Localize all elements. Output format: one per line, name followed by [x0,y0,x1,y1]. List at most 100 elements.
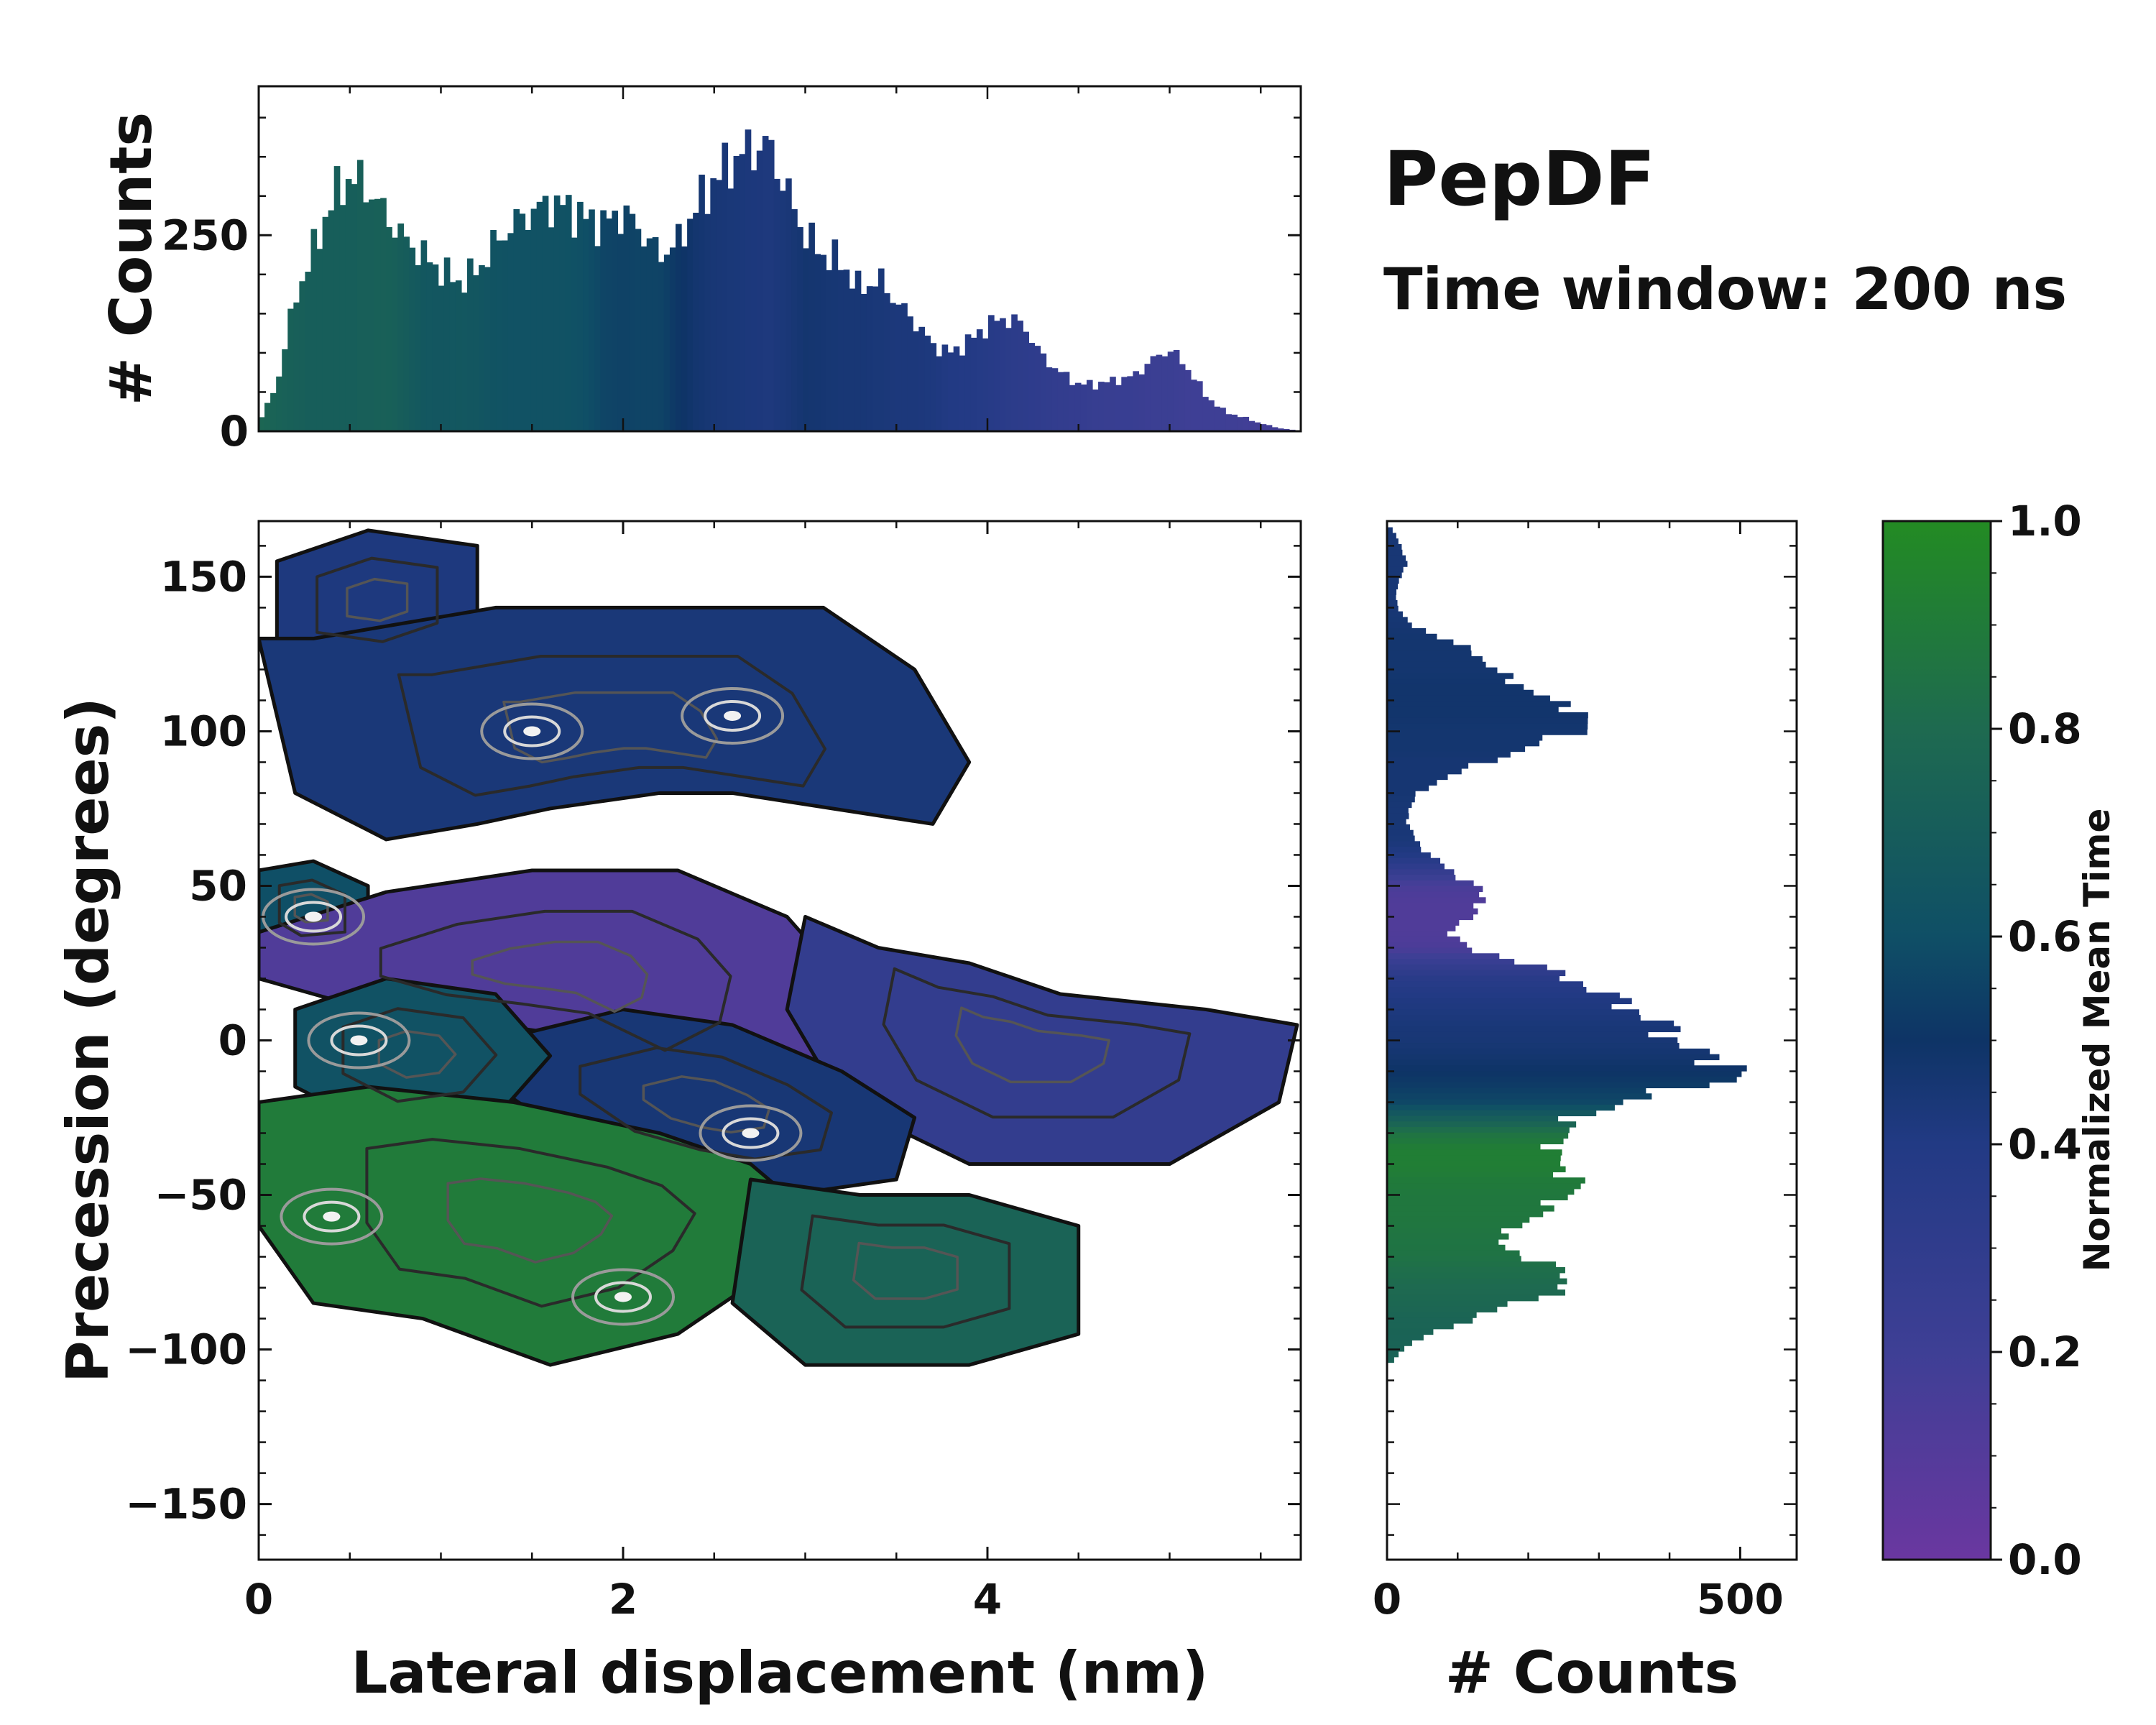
top-histogram-bar [947,352,954,431]
right-histogram-bar [1387,908,1478,915]
main-xtick-label: 2 [609,1575,637,1624]
top-histogram-bar [1266,425,1273,431]
right-histogram-bar [1387,981,1583,988]
main-ytick-label: 100 [160,707,247,755]
right-histogram-bar [1387,661,1486,668]
top-histogram-bar [1057,372,1064,431]
top-histogram-bar [1202,397,1209,431]
right-histogram-bar [1387,594,1396,601]
top-histogram-bar [577,201,584,431]
right-histogram-bar [1387,975,1560,982]
right-histogram-bar [1387,1144,1541,1150]
top-histogram-bar [716,180,723,432]
density-core-contour [502,691,719,764]
right-histogram-bar [1387,1104,1615,1111]
top-histogram-bar [1000,318,1006,431]
top-histogram-bar [1150,356,1157,431]
right-histogram-bar [1387,745,1526,753]
top-histogram-bar [964,334,972,431]
density-inner-contour [315,556,439,643]
right-histogram-bar [1387,779,1437,786]
top-histogram-bar [369,199,375,431]
right-histogram-bar [1387,886,1483,893]
top-histogram-bar [536,201,543,431]
density-hotspot-inner [285,901,343,933]
top-histogram-bar [1005,328,1012,431]
figure-subtitle: Time window: 200 ns [1383,256,2067,323]
top-histogram-bar [1023,331,1029,431]
top-histogram-bar [305,272,312,431]
top-histogram-bar [1080,384,1087,431]
colorbar-gradient [1881,520,1992,1561]
top-histogram-bar [843,270,850,431]
right-histogram-bar [1387,1317,1473,1324]
density-hotspot-peak [523,726,541,737]
right-histogram-bar [1387,914,1474,921]
top-histogram-bar [409,247,416,431]
density-hotspot-peak [742,1128,760,1138]
right-histogram-bar [1387,712,1588,719]
right-histogram-bar [1387,1166,1566,1173]
top-histogram-bar [322,216,329,431]
top-histogram-bar [345,179,352,431]
top-histogram-bar [1156,354,1163,431]
main-xtick-label: 0 [244,1575,273,1624]
top-histogram-bar [443,257,451,431]
top-histogram-bar [479,264,485,431]
top-histogram-bar [299,281,306,431]
right-histogram-bar [1387,791,1416,797]
right-histogram-bar [1387,1121,1577,1128]
density-inner-contour [800,1214,1011,1329]
right-histogram-bar [1387,903,1474,909]
top-histogram-bar [1271,427,1279,431]
right-histogram-bar [1387,689,1534,696]
colorbar-tick-label: 0.2 [2008,1328,2082,1376]
right-histogram-bar [1387,583,1399,589]
top-histogram-bar [490,230,497,431]
top-histogram-bar [553,195,561,431]
right-histogram-bar [1387,947,1473,954]
figure-title: PepDF [1383,135,1656,223]
top-histogram-bar [363,202,369,431]
right-histogram-bar [1387,1015,1641,1021]
right-histogram-bar [1387,869,1455,875]
right-histogram-bar [1387,773,1448,781]
right-histogram-bar [1387,1294,1539,1302]
top-histogram-bar [1069,385,1076,431]
right-histogram-bar [1387,1020,1674,1027]
right-histogram-bar [1387,735,1543,741]
top-histogram-bar [339,205,346,431]
top-histogram-bar [351,184,358,431]
right-histogram-bar [1387,936,1460,943]
right-histogram-bar [1387,1155,1561,1162]
top-histogram-bar [594,246,601,431]
colorbar-tick-label: 0.0 [2008,1535,2082,1584]
right-histogram-bar [1387,1177,1585,1184]
top-histogram-bar [976,329,983,431]
top-histogram-bar [623,205,630,431]
top-histogram-bar [1283,428,1290,431]
right-histogram-bar [1387,650,1472,657]
top-histogram-bar [1028,343,1036,431]
right-histogram-bar [1387,1278,1567,1284]
top-histogram-bar [791,209,798,431]
top-histogram-bar [1127,376,1133,431]
top-histogram-bar [884,293,890,431]
right-histogram-bar [1387,1132,1569,1139]
right-histogram-bar [1387,673,1514,679]
density-hotspot-inner [722,1117,780,1149]
right-histogram-bar [1387,1188,1575,1195]
right-histogram-bar [1387,656,1483,663]
top-histogram-bar [640,246,648,431]
right-histogram-bar [1387,695,1550,702]
density-hotspot-inner [503,715,561,748]
right-histogram-bar [1387,1043,1680,1049]
top-histogram-bar [1092,389,1099,431]
top-histogram-bar [287,308,294,431]
right-histogram-bar [1387,538,1399,545]
right-histogram-bar [1387,1300,1508,1307]
top-histogram-bar [831,239,839,431]
right-histogram-bar [1387,1211,1544,1218]
right-histogram-bar [1387,561,1408,567]
right-histogram-bar [1387,801,1412,809]
